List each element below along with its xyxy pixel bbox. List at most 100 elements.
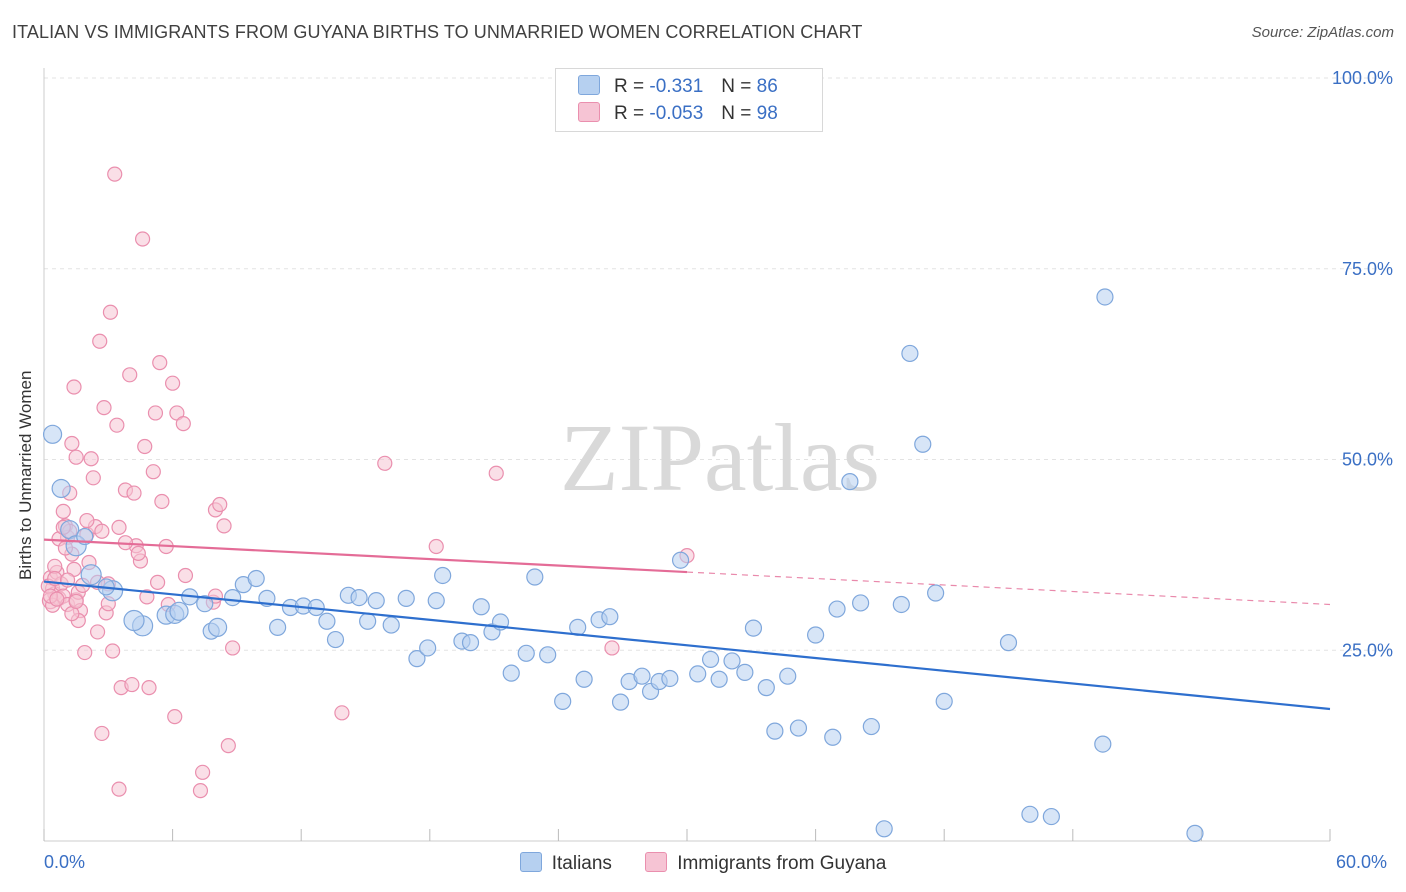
- italians-point: [269, 618, 287, 636]
- guyana-point: [192, 783, 209, 799]
- guyana-point: [102, 304, 119, 320]
- guyana-point: [122, 367, 138, 383]
- guyana-point: [107, 166, 123, 182]
- italians-point: [575, 670, 593, 688]
- italians-point: [169, 601, 189, 621]
- n-label: N =: [721, 76, 752, 97]
- y-tick-label: 75.0%: [1342, 259, 1393, 279]
- italians-trend-line: [43, 580, 1331, 711]
- italians-point: [744, 619, 763, 637]
- guyana-point: [212, 496, 228, 513]
- italians-point: [661, 669, 679, 688]
- guyana-point: [64, 435, 80, 452]
- legend-item-guyana[interactable]: Immigrants from Guyana: [645, 852, 886, 875]
- watermark: ZIPatlas: [560, 404, 880, 511]
- guyana-point: [109, 417, 125, 433]
- y-tick-label: 50.0%: [1342, 450, 1393, 470]
- guyana-point: [77, 644, 93, 661]
- italians-point: [1096, 288, 1114, 306]
- italians-point: [247, 569, 265, 588]
- guyana-point: [111, 781, 127, 797]
- italians-point: [539, 646, 557, 664]
- guyana-point: [94, 523, 110, 539]
- guyana-point: [66, 379, 82, 395]
- italians-point: [633, 667, 651, 685]
- italians-point: [1186, 824, 1204, 842]
- guyana-point: [83, 451, 99, 467]
- italians-point: [427, 592, 445, 610]
- source-link[interactable]: ZipAtlas.com: [1307, 24, 1394, 41]
- italians-point: [999, 634, 1018, 652]
- source-credit: Source: ZipAtlas.com: [1252, 24, 1394, 41]
- y-tick-labels: 100.0% 75.0% 50.0% 25.0%: [1332, 68, 1393, 660]
- r-value: -0.053: [649, 103, 704, 124]
- italians-point: [841, 473, 859, 491]
- italians-point: [901, 344, 919, 363]
- guyana-point: [165, 375, 181, 391]
- italians-point: [935, 692, 953, 710]
- italians-point: [51, 478, 71, 499]
- guyana-point: [85, 470, 101, 486]
- guyana-point: [220, 738, 236, 754]
- guyana-point: [216, 518, 232, 534]
- italians-point: [461, 634, 480, 652]
- italians-point: [382, 616, 400, 634]
- guyana-point: [126, 485, 142, 501]
- guyana-point: [152, 354, 168, 371]
- italians-point: [397, 589, 415, 607]
- italians-point: [671, 551, 690, 569]
- italians-points: [42, 288, 1204, 842]
- guyana-point: [149, 574, 166, 590]
- source-label: Source:: [1251, 24, 1304, 41]
- r-value: -0.331: [649, 76, 704, 97]
- italians-point: [828, 600, 846, 618]
- italians-point: [123, 609, 145, 632]
- italians-point: [779, 667, 797, 685]
- italians-point: [472, 598, 490, 616]
- italians-point: [318, 612, 336, 630]
- italians-point: [367, 592, 385, 610]
- stats-legend: R = -0.331 N = 86 R = -0.053 N = 98: [555, 68, 823, 132]
- italians-point: [892, 595, 910, 614]
- italians-point: [927, 584, 945, 602]
- guyana-point: [111, 519, 127, 536]
- guyana-point: [167, 709, 183, 725]
- italians-point: [419, 639, 437, 657]
- guyana-point: [195, 764, 211, 780]
- italians-point: [554, 692, 572, 710]
- n-value: 86: [756, 76, 778, 97]
- guyana-trend-extension: [686, 571, 1331, 606]
- italians-point: [611, 693, 630, 711]
- italians-legend-swatch: [519, 852, 542, 872]
- italians-point: [196, 595, 214, 613]
- series-legend: Italians Immigrants from Guyana: [0, 852, 1406, 875]
- italians-point: [875, 820, 893, 838]
- italians-point: [852, 594, 870, 612]
- italians-point: [862, 717, 880, 736]
- legend-label-guyana: Immigrants from Guyana: [677, 853, 887, 874]
- grid-lines: [44, 77, 1390, 651]
- guyana-legend-swatch: [645, 852, 668, 872]
- stats-row-italians: R = -0.331 N = 86: [578, 75, 778, 99]
- italians-point: [408, 650, 426, 668]
- italians-point: [824, 728, 842, 746]
- guyana-point: [428, 538, 444, 555]
- r-label: R =: [614, 76, 645, 97]
- italians-point: [701, 650, 720, 669]
- x-tick-label-max: 60.0%: [1336, 852, 1388, 872]
- guyana-point: [137, 438, 153, 455]
- guyana-point: [377, 455, 393, 471]
- italians-point: [350, 589, 368, 607]
- italians-point: [736, 663, 754, 681]
- legend-item-italians[interactable]: Italians: [519, 852, 612, 875]
- italians-point: [434, 566, 452, 585]
- guyana-point: [134, 231, 151, 247]
- guyana-point: [177, 567, 194, 584]
- n-label: N =: [721, 103, 752, 124]
- guyana-point: [104, 643, 121, 659]
- guyana-point: [139, 589, 155, 605]
- guyana-point: [145, 464, 161, 480]
- y-tick-label: 25.0%: [1342, 640, 1393, 660]
- guyana-point: [55, 503, 71, 519]
- guyana-point: [147, 405, 164, 421]
